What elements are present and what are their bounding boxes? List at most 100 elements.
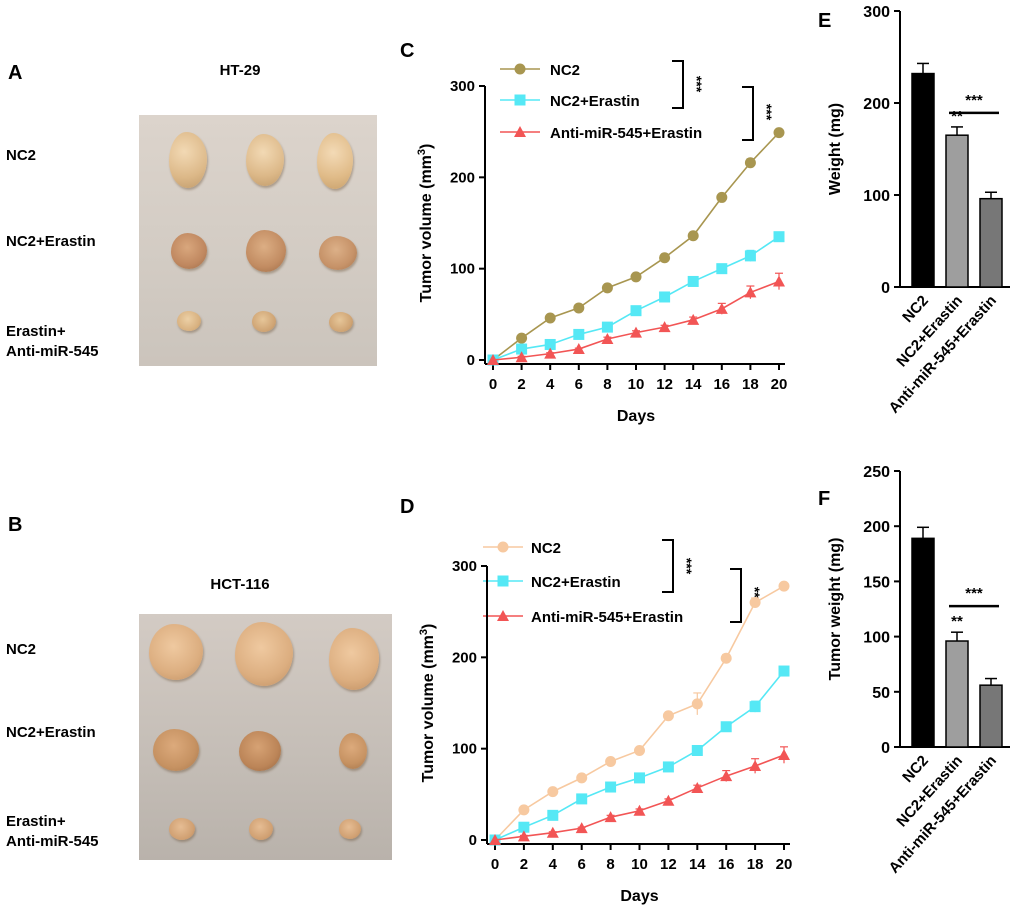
data-point: [630, 326, 642, 338]
data-point: [547, 809, 559, 821]
significance-stars: **: [951, 613, 963, 630]
x-tick-label: 2: [520, 856, 528, 873]
y-tick-label: 100: [863, 630, 890, 647]
y-axis-label: Weight (mg): [827, 103, 844, 195]
data-point: [662, 794, 675, 806]
y-axis-label: Tumor volume (mm3): [418, 624, 437, 783]
x-tick-label: 16: [713, 376, 730, 393]
bar: [979, 684, 1003, 748]
data-point: [547, 786, 559, 798]
x-tick-label: 14: [685, 376, 702, 393]
x-tick-label: 0: [489, 376, 497, 393]
x-tick-label: 8: [603, 376, 611, 393]
tumor-sample: [339, 819, 361, 839]
x-tick-label: 12: [656, 376, 673, 393]
legend-marker: [497, 541, 509, 553]
x-tick-label: 10: [631, 856, 648, 873]
series-line: [492, 236, 780, 361]
line-chart-d: NC2 NC2+Erastin Anti-miR-545+Erastin ***…: [418, 539, 793, 905]
y-axis-label: Tumor volume (mm3): [416, 144, 435, 303]
significance-stars: ***: [759, 104, 775, 121]
y-tick-label: 0: [467, 352, 475, 369]
tumor-sample: [252, 311, 276, 332]
data-point: [749, 597, 761, 609]
data-point: [601, 332, 614, 344]
x-tick-label: 6: [575, 376, 583, 393]
significance-stars: ***: [965, 585, 983, 602]
row-label-erastin-anti-mir545: Erastin+ Anti-miR-545: [6, 323, 99, 360]
panel-label-b: B: [8, 514, 23, 536]
bar: [979, 197, 1003, 288]
data-point: [687, 230, 699, 242]
x-tick-label: 16: [718, 856, 735, 873]
legend-marker: [514, 63, 526, 75]
data-point: [573, 302, 585, 314]
row-label-nc2: NC2: [6, 147, 37, 164]
tumor-sample: [239, 731, 281, 771]
data-point: [575, 822, 588, 834]
legend-label: NC2: [531, 540, 561, 557]
x-tick-label: 10: [628, 376, 645, 393]
y-tick-label: 0: [469, 832, 477, 849]
x-tick-label: 12: [660, 856, 677, 873]
x-tick-label: 4: [546, 376, 555, 393]
y-tick-label: 200: [450, 169, 475, 186]
bar: [945, 640, 969, 748]
data-point: [749, 701, 761, 713]
data-point: [518, 804, 530, 816]
data-point: [744, 157, 756, 169]
x-tick-label: 18: [742, 376, 759, 393]
significance-stars: ***: [679, 558, 695, 575]
legend-label: Anti-miR-545+Erastin: [550, 125, 702, 142]
data-point: [662, 710, 674, 722]
data-point: [720, 721, 732, 733]
tumor-sample: [169, 818, 195, 840]
data-point: [715, 302, 728, 314]
y-tick-label: 50: [872, 685, 890, 702]
y-tick-label: 100: [452, 741, 477, 758]
bar: [911, 537, 935, 748]
x-tick-label: 20: [776, 856, 793, 873]
tumor-sample: [153, 729, 199, 771]
data-point: [544, 312, 556, 324]
bar: [945, 134, 969, 288]
significance-bracket: [730, 568, 742, 623]
data-point: [658, 321, 671, 333]
panel-label-c: C: [400, 40, 415, 62]
data-point: [778, 580, 790, 592]
tumor-sample: [235, 622, 293, 686]
tumor-sample: [171, 233, 207, 269]
tumor-sample: [246, 134, 284, 186]
data-point: [516, 332, 528, 344]
data-point: [691, 698, 703, 710]
x-axis-label: Days: [617, 408, 655, 425]
legend-marker: [514, 94, 526, 106]
y-tick-label: 300: [452, 558, 477, 575]
data-point: [691, 744, 703, 756]
data-point: [744, 250, 756, 262]
y-tick-label: 100: [450, 261, 475, 278]
data-point: [604, 811, 617, 823]
tumor-sample: [169, 132, 207, 188]
tumor-sample: [339, 733, 367, 769]
data-point: [687, 275, 699, 287]
data-point: [744, 286, 757, 298]
x-tick-label: 6: [578, 856, 586, 873]
y-tick-label: 100: [863, 188, 890, 205]
x-tick-label: 0: [491, 856, 499, 873]
panel-label-f: F: [818, 488, 831, 510]
legend-marker: [497, 575, 509, 587]
data-point: [573, 328, 585, 340]
data-point: [720, 652, 732, 664]
y-tick-label: 200: [863, 96, 890, 113]
data-point: [716, 263, 728, 275]
data-point: [517, 830, 530, 842]
series-line: [492, 280, 780, 361]
tumor-sample: [329, 312, 353, 332]
legend-label: Anti-miR-545+Erastin: [531, 609, 683, 626]
tumor-sample: [249, 818, 273, 840]
y-tick-label: 150: [863, 574, 890, 591]
data-point: [515, 351, 528, 363]
